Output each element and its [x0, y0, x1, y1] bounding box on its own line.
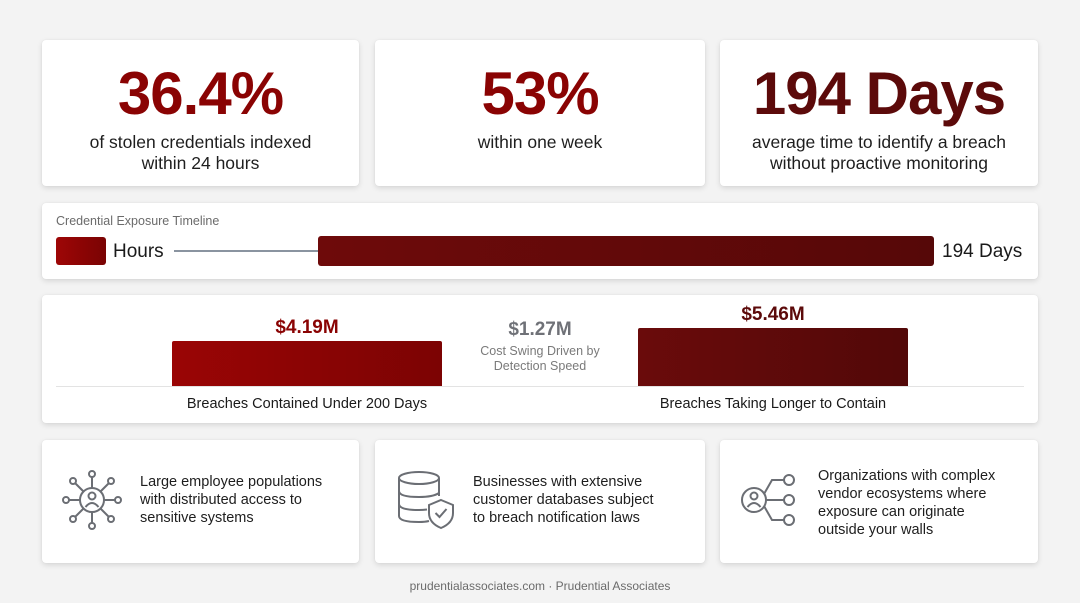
- stat-card-one-week: 53% within one week: [375, 40, 705, 186]
- info-text-line: to breach notification laws: [473, 510, 640, 526]
- stat-value: 36.4%: [117, 60, 284, 127]
- breach-cost-comparison: $4.19M $1.27M Cost Swing Driven by Detec…: [42, 295, 1038, 423]
- info-card-vendor-ecosystems: Organizations with complex vendor ecosys…: [720, 440, 1038, 563]
- info-text-line: sensitive systems: [140, 510, 254, 526]
- timeline-hours-marker: [56, 237, 106, 265]
- info-text-line: Businesses with extensive: [473, 474, 643, 490]
- info-text-line: outside your walls: [818, 522, 934, 538]
- stat-description-line: average time to identify a breach: [752, 132, 1006, 152]
- info-text: Businesses with extensive customer datab…: [473, 473, 683, 527]
- stat-description: within one week: [375, 132, 705, 153]
- stat-description-line: within 24 hours: [141, 153, 260, 173]
- stat-card-credentials-indexed: 36.4% of stolen credentials indexed with…: [42, 40, 359, 186]
- cost-label-contained: Breaches Contained Under 200 Days: [186, 396, 428, 412]
- cost-swing-line: Cost Swing Driven by: [480, 344, 600, 358]
- cost-swing-value: $1.27M: [508, 319, 572, 340]
- stat-description-line: within one week: [477, 132, 603, 152]
- info-text-line: with distributed access to: [140, 492, 302, 508]
- vendor-network-icon: [738, 468, 802, 532]
- exposure-timeline: Credential Exposure Timeline Hours 194 D…: [42, 203, 1038, 279]
- cost-baseline: [56, 386, 1024, 387]
- info-text-line: Large employee populations: [140, 474, 323, 490]
- info-text: Organizations with complex vendor ecosys…: [818, 467, 1028, 539]
- info-text-line: Organizations with complex: [818, 468, 996, 484]
- stat-description-line: of stolen credentials indexed: [89, 132, 312, 152]
- stat-description: of stolen credentials indexed within 24 …: [42, 132, 359, 174]
- stat-card-identify-breach: 194 Days average time to identify a brea…: [720, 40, 1038, 186]
- network-people-icon: [60, 468, 124, 532]
- info-text-line: exposure can originate: [818, 504, 965, 520]
- info-card-employee-populations: Large employee populations with distribu…: [42, 440, 359, 563]
- cost-value-longer: $5.46M: [741, 304, 805, 325]
- timeline-title: Credential Exposure Timeline: [56, 214, 220, 228]
- cost-swing-description: Cost Swing Driven by Detection Speed: [460, 344, 620, 374]
- cost-value-contained: $4.19M: [275, 317, 339, 338]
- timeline-start-label: Hours: [113, 241, 164, 262]
- cost-bar-contained: [172, 341, 442, 386]
- info-card-customer-databases: Businesses with extensive customer datab…: [375, 440, 705, 563]
- stat-value: 194 Days: [752, 60, 1006, 127]
- timeline-end-label: 194 Days: [942, 241, 1023, 262]
- cost-label-longer: Breaches Taking Longer to Contain: [659, 396, 887, 412]
- info-text-line: vendor ecosystems where: [818, 486, 987, 502]
- stat-value: 53%: [481, 60, 599, 127]
- timeline-connector: [174, 250, 320, 252]
- cost-bar-longer: [638, 328, 908, 386]
- database-shield-icon: [393, 468, 457, 532]
- info-text: Large employee populations with distribu…: [140, 473, 350, 527]
- footer-attribution: prudentialassociates.com · Prudential As…: [409, 579, 671, 593]
- stat-description-line: without proactive monitoring: [770, 153, 988, 173]
- stat-description: average time to identify a breach withou…: [720, 132, 1038, 174]
- timeline-days-bar: [318, 236, 934, 266]
- info-text-line: customer databases subject: [473, 492, 654, 508]
- cost-swing: $1.27M Cost Swing Driven by Detection Sp…: [460, 319, 620, 374]
- cost-swing-line: Detection Speed: [493, 359, 587, 373]
